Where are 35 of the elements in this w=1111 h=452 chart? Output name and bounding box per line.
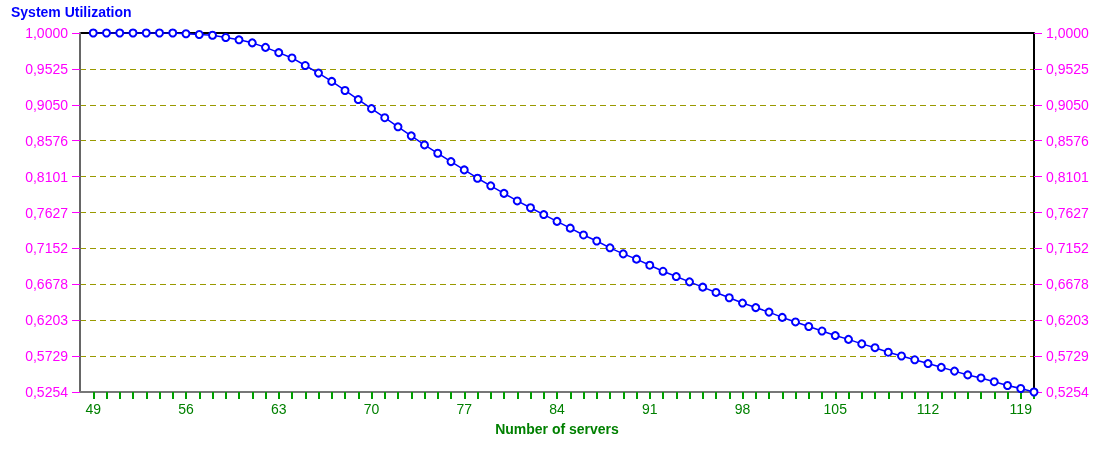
y-tick-label: 0,9050 [25, 96, 69, 113]
y-tick-label: 1,0000 [25, 25, 69, 41]
y2-tick-label: 0,7152 [1046, 240, 1090, 257]
x-tick-label: 56 [178, 401, 194, 417]
y-tick-label: 0,9525 [25, 60, 69, 77]
y-tick-label: 0,5254 [25, 384, 69, 400]
y-tick-label: 0,8576 [25, 132, 69, 149]
x-tick-label: 91 [641, 401, 658, 417]
x-tick-label: 119 [1009, 401, 1033, 417]
y-tick-label: 0,6678 [25, 276, 69, 293]
x-tick-label: 84 [549, 401, 565, 417]
y-tick-label: 0,7152 [25, 240, 69, 257]
y2-tick-label: 1,0000 [1046, 25, 1090, 41]
x-axis-title: Number of servers [495, 421, 620, 437]
x-tick-label: 70 [363, 401, 380, 417]
x-tick-label: 49 [85, 401, 102, 417]
x-tick-label: 63 [270, 401, 287, 417]
y2-tick-label: 0,5254 [1046, 384, 1090, 400]
x-tick-label: 98 [734, 401, 751, 417]
y-tick-label: 0,5729 [25, 348, 69, 365]
x-tick-label: 112 [916, 401, 940, 417]
y2-tick-label: 0,8101 [1046, 168, 1090, 185]
y2-tick-label: 0,7627 [1046, 204, 1090, 221]
x-tick-label: 77 [456, 401, 473, 417]
x-tick-label: 105 [823, 401, 848, 417]
y2-tick-label: 0,6203 [1046, 312, 1090, 329]
y-tick-label: 0,6203 [25, 312, 69, 329]
y2-tick-label: 0,6678 [1046, 276, 1090, 293]
y-tick-label: 0,8101 [25, 168, 69, 185]
chart-title: System Utilization [11, 4, 132, 20]
y2-tick-label: 0,8576 [1046, 132, 1090, 149]
y2-tick-label: 0,5729 [1046, 348, 1090, 365]
y2-tick-label: 0,9050 [1046, 96, 1090, 113]
y-tick-label: 0,7627 [25, 204, 69, 221]
y2-tick-label: 0,9525 [1046, 60, 1090, 77]
